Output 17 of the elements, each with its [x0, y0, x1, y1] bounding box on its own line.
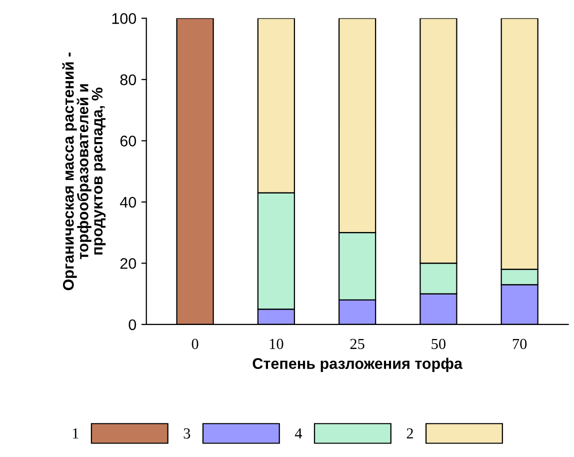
y-axis-title: Органическая масса растений - торфообразователей и продуктов распада, % — [62, 52, 106, 290]
y-tick-label: 0 — [128, 319, 136, 330]
y-tick-label: 80 — [120, 74, 136, 86]
x-tick-label: 50 — [432, 338, 446, 350]
y-tick-label: 60 — [120, 136, 136, 146]
y-tick-label: 100 — [112, 13, 136, 24]
x-tick-label: 25 — [350, 338, 364, 350]
y-tick-label: 20 — [120, 258, 136, 269]
x-tick-label: 70 — [512, 338, 527, 350]
x-axis-title: Степень разложения торфа — [252, 358, 463, 372]
x-tick-label: 0 — [192, 338, 198, 350]
legend-label: 4 — [294, 428, 302, 438]
legend-label: 1 — [72, 428, 78, 438]
legend-label: 3 — [184, 428, 190, 439]
x-tick-label: 10 — [270, 338, 284, 350]
y-tick-label: 40 — [120, 196, 136, 208]
legend-label: 2 — [406, 428, 413, 438]
